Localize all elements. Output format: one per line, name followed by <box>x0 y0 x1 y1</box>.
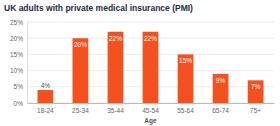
data-label: 20% <box>74 41 87 48</box>
bars <box>38 32 264 103</box>
x-tick: 35-44 <box>107 103 124 114</box>
y-tick: 5% <box>14 83 27 90</box>
bar <box>248 80 264 103</box>
bar <box>178 54 194 103</box>
data-label: 9% <box>216 77 226 84</box>
bar <box>213 74 229 103</box>
x-tick-label: 55-64 <box>177 107 194 114</box>
x-tick-label: 75+ <box>250 107 261 114</box>
y-tick-label: 20% <box>10 35 23 42</box>
y-tick: 0% <box>14 100 27 107</box>
y-tick-label: 5% <box>14 83 24 90</box>
x-tick-label: 25-34 <box>72 107 89 114</box>
data-label: 15% <box>179 57 192 64</box>
bar <box>73 38 89 103</box>
data-label: 22% <box>109 35 122 42</box>
y-axis-line <box>27 23 28 104</box>
x-tick: 75+ <box>250 103 261 114</box>
bar <box>38 90 54 103</box>
x-axis-title: Age <box>144 117 157 125</box>
plot: 0% 5% 10% 15% 20% 25% 18-24 25-34 35-44 45-54 55-6… <box>10 19 275 114</box>
x-tick: 45-54 <box>142 103 159 114</box>
x-tick-label: 35-44 <box>107 107 124 114</box>
y-tick-label: 25% <box>10 19 23 26</box>
grid <box>27 22 274 103</box>
y-tick: 25% <box>10 19 27 26</box>
x-tick: 25-34 <box>72 103 89 114</box>
y-tick: 20% <box>10 35 27 42</box>
bar <box>108 32 124 103</box>
data-labels: 4% 20% 22% 22% 15% 9% 7% <box>41 35 261 91</box>
y-tick-label: 10% <box>10 67 23 74</box>
data-label: 4% <box>41 82 51 89</box>
y-tick: 10% <box>10 67 27 74</box>
bar <box>143 32 159 103</box>
x-axis-line <box>28 103 275 104</box>
data-label: 22% <box>144 35 157 42</box>
y-axis: 0% 5% 10% 15% 20% 25% <box>10 19 28 107</box>
y-tick: 15% <box>10 51 27 58</box>
x-tick-label: 45-54 <box>142 107 159 114</box>
x-tick-label: 65-74 <box>212 107 229 114</box>
data-label: 7% <box>251 83 261 90</box>
title: UK adults with private medical insurance… <box>4 3 193 13</box>
x-tick: 18-24 <box>37 103 54 114</box>
y-tick-label: 0% <box>14 100 24 107</box>
y-tick-label: 15% <box>10 51 23 58</box>
x-tick-label: 18-24 <box>37 107 54 114</box>
x-tick: 55-64 <box>177 103 194 114</box>
chart: UK adults with private medical insurance… <box>0 0 280 126</box>
x-axis: 18-24 25-34 35-44 45-54 55-64 65-74 75+ <box>28 103 275 114</box>
x-tick: 65-74 <box>212 103 229 114</box>
grid-line <box>27 22 274 23</box>
